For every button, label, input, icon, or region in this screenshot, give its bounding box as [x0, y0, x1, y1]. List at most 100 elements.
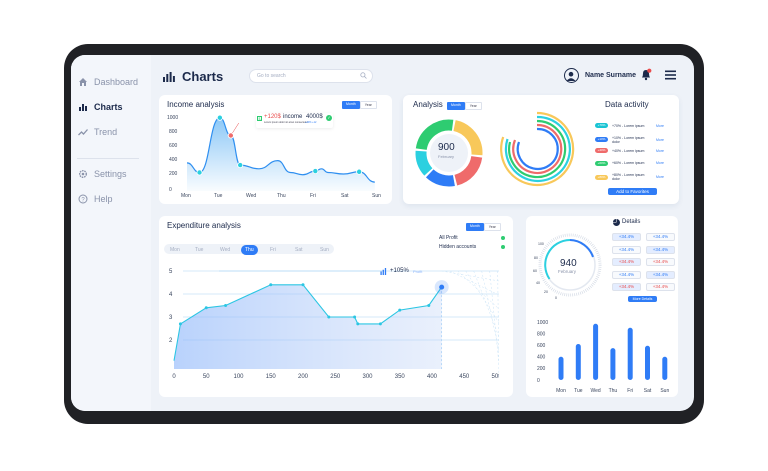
x-tick: Mon	[556, 388, 566, 394]
gauge-value: 940	[560, 258, 577, 269]
stat-chip: +34.4%	[646, 245, 675, 254]
details-title: Details	[622, 219, 641, 225]
tooltip-badge: +40% +12	[305, 121, 317, 124]
x-tick: 100	[233, 374, 244, 380]
activity-text: +80% - Lorem ipsum dolor	[612, 173, 645, 181]
activity-row: +40% +40% - Lorem ipsum More	[595, 148, 664, 153]
stat-chip: +34.4%	[646, 283, 675, 291]
activity-pill: +70%	[595, 123, 608, 128]
bar	[558, 356, 564, 380]
sidebar-item-label: Charts	[94, 102, 123, 112]
month-toggle[interactable]: Month	[447, 102, 465, 110]
gauge-tick: 60	[533, 269, 537, 273]
expenditure-point	[178, 322, 182, 326]
projection-line	[481, 270, 499, 352]
menu-icon[interactable]	[665, 70, 676, 80]
activity-more-link[interactable]: More	[656, 148, 664, 153]
activity-pill: +10%	[595, 137, 608, 142]
activity-more-link[interactable]: More	[656, 161, 664, 165]
activity-pill: +60%	[595, 160, 608, 166]
search-input[interactable]: Go to search	[249, 69, 373, 83]
expenditure-point	[269, 283, 273, 287]
donut-center	[430, 134, 468, 172]
day-chip-wed[interactable]: Wed	[220, 247, 231, 253]
check-icon: ✓	[326, 115, 332, 121]
activity-row: +80% +80% - Lorem ipsum dolor More	[595, 173, 664, 181]
donut-slice	[415, 119, 454, 151]
sidebar-item-trend[interactable]: Trend	[78, 127, 117, 137]
gauge-tick: 80	[534, 256, 538, 260]
x-tick: 450	[459, 374, 470, 380]
gauge-tick: 40	[536, 281, 540, 285]
dollar-icon: $	[257, 116, 262, 121]
activity-more-link[interactable]: More	[656, 123, 664, 128]
activity-text: +60% - Lorem ipsum	[612, 161, 645, 165]
user-name[interactable]: Name Surname	[585, 72, 636, 79]
more-details-button[interactable]: More Details	[628, 296, 657, 302]
analysis-period-toggle: Month Year	[447, 102, 482, 110]
avatar[interactable]	[564, 68, 579, 83]
legend-dot	[501, 245, 505, 249]
activity-row: +70% +70% - Lorem ipsum More	[595, 123, 664, 128]
sidebar-item-settings[interactable]: Settings	[78, 169, 127, 179]
x-tick: Tue	[214, 193, 223, 199]
donut-slice	[454, 155, 483, 186]
sidebar-item-label: Trend	[94, 127, 118, 137]
expenditure-title: Expenditure analysis	[167, 221, 241, 230]
x-tick: 500	[491, 374, 499, 380]
day-chip-thu[interactable]: Thu	[241, 245, 258, 255]
bell-icon[interactable]	[640, 68, 652, 81]
x-tick: 150	[266, 374, 277, 380]
sidebar-item-dashboard[interactable]: Dashboard	[78, 77, 138, 87]
expenditure-point	[204, 306, 208, 310]
activity-pill: +80%	[595, 174, 608, 180]
tooltip-pct: +105%	[390, 268, 409, 274]
sidebar: Dashboard Charts Trend Settings ? Help	[71, 55, 151, 411]
year-toggle[interactable]: Year	[359, 101, 377, 109]
stat-chip: +34.4%	[646, 258, 675, 266]
gauge-tick: 20	[544, 290, 548, 294]
day-chip-tue[interactable]: Tue	[195, 247, 204, 253]
year-toggle[interactable]: Year	[464, 102, 482, 110]
bar	[593, 323, 599, 380]
y-tick: 0	[537, 378, 540, 384]
x-tick: Fri	[627, 388, 633, 394]
activity-more-link[interactable]: More	[656, 175, 664, 179]
expenditure-point	[398, 308, 402, 312]
activity-more-link[interactable]: More	[656, 137, 664, 142]
expenditure-highlight-point	[439, 284, 445, 290]
expenditure-point	[356, 322, 360, 326]
x-tick: Sat	[341, 193, 349, 199]
day-chip-sun[interactable]: Sun	[320, 247, 329, 253]
month-toggle[interactable]: Month	[342, 101, 360, 109]
add-favorites-button[interactable]: Add to Favorites	[608, 188, 657, 195]
sidebar-item-label: Help	[94, 194, 113, 204]
projection-line	[441, 270, 499, 282]
bar	[575, 344, 581, 380]
expenditure-chart: 5 4 3 2 0 50 100 150 200 250 300 350 400 450 500	[169, 269, 499, 380]
x-tick: Sat	[644, 388, 652, 394]
tooltip-sub: Profit	[413, 269, 423, 274]
x-tick: Fri	[310, 193, 316, 199]
help-icon: ?	[78, 194, 88, 204]
donut-slice	[415, 150, 433, 176]
day-chip-sat[interactable]: Sat	[295, 247, 303, 253]
sidebar-item-help[interactable]: ? Help	[78, 194, 113, 204]
home-icon	[79, 78, 87, 86]
income-point	[237, 162, 244, 169]
chart-icon	[79, 104, 87, 111]
y-tick: 200	[537, 366, 546, 372]
sidebar-item-charts[interactable]: Charts	[78, 102, 123, 112]
month-toggle[interactable]: Month	[466, 223, 484, 231]
year-toggle[interactable]: Year	[483, 223, 501, 231]
x-tick: 250	[330, 374, 341, 380]
donut-value: 900	[438, 142, 455, 153]
day-chip-fri[interactable]: Fri	[270, 247, 276, 253]
x-tick: 0	[172, 374, 176, 380]
bar	[627, 327, 633, 380]
y-tick: 2	[169, 338, 173, 344]
income-area	[187, 117, 375, 191]
legend-hidden-accounts: Hidden accounts	[439, 244, 477, 250]
day-chip-mon[interactable]: Mon	[170, 247, 180, 253]
search-icon[interactable]	[360, 72, 367, 79]
